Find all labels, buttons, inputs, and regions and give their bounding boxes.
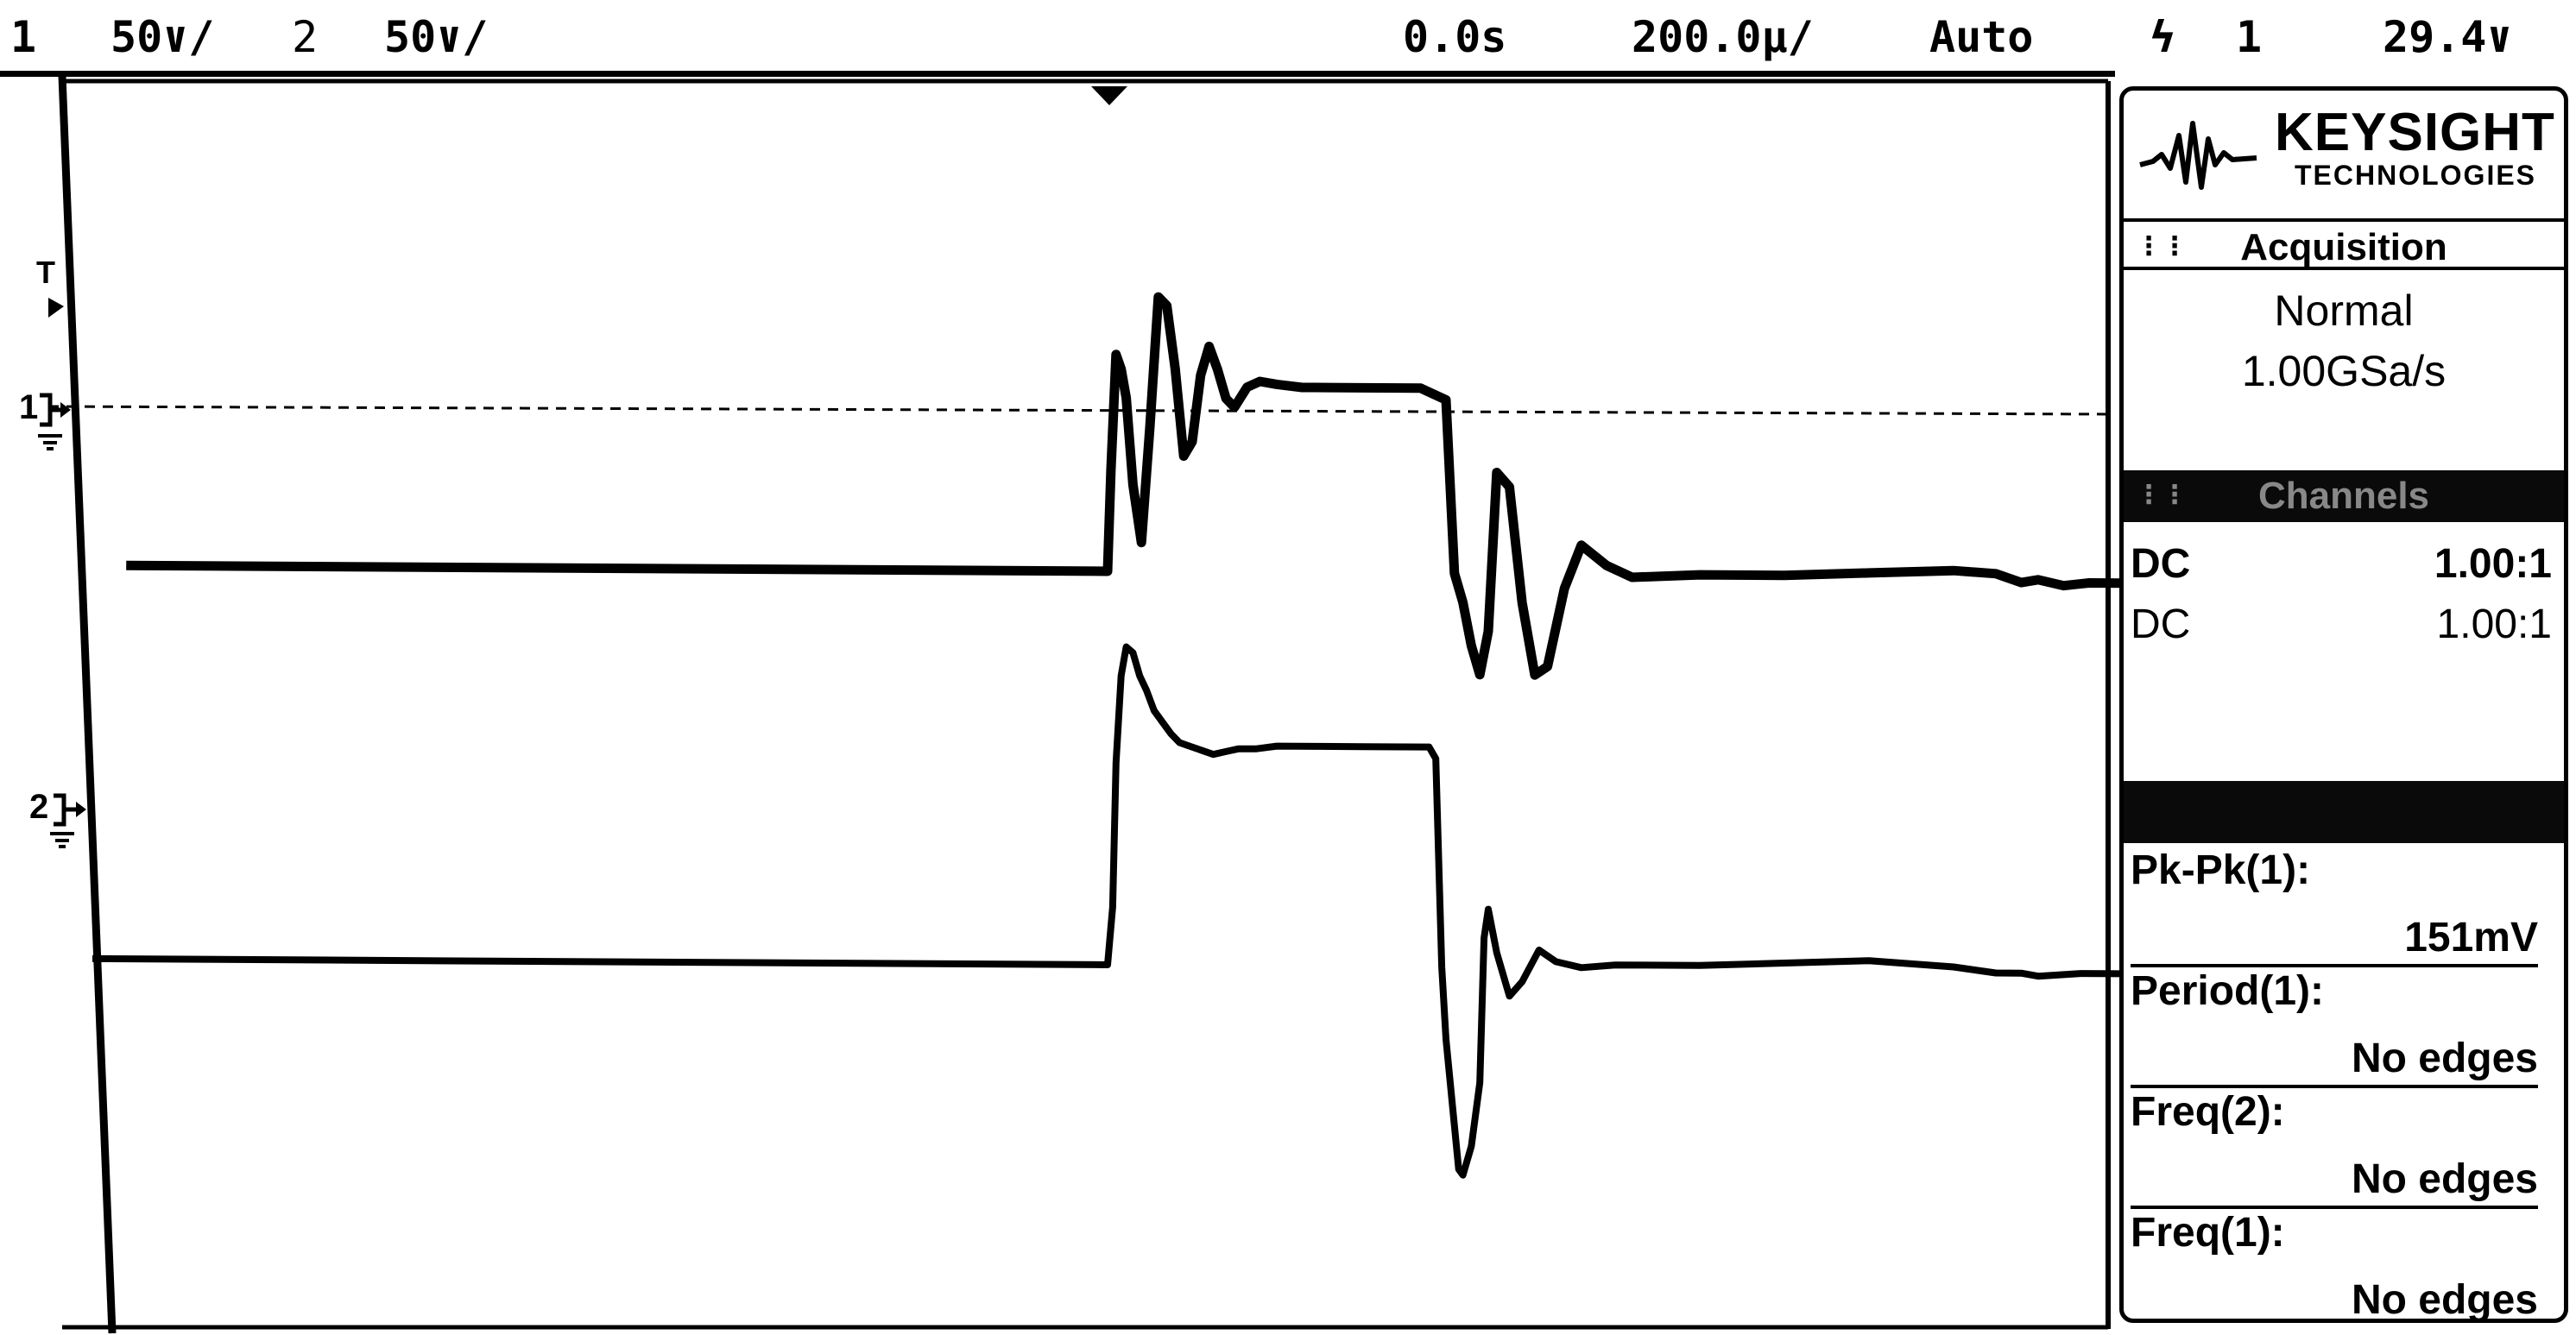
graticule-left-edge (58, 75, 117, 1334)
channels-header[interactable]: ⋮⋮ Channels (2124, 470, 2564, 522)
time-offset[interactable]: 0.0s (1403, 12, 1507, 62)
graticule-frame (58, 75, 2111, 1334)
meas-value-pkpk1: 151mV (2404, 915, 2538, 960)
ch2-waveform (92, 643, 2157, 1179)
ch1-ground-label: 1 (19, 388, 38, 426)
brand-name: KEYSIGHT (2275, 103, 2555, 162)
ch2-ground-icon (54, 793, 79, 827)
meas-value-period1: No edges (2351, 1036, 2538, 1081)
ch1-ground-arrow (60, 402, 71, 418)
sample-rate: 1.00GSa/s (2241, 347, 2447, 395)
meas-divider (2131, 964, 2538, 967)
meas-label-freq1: Freq(1): (2131, 1210, 2285, 1256)
meas-value-freq1: No edges (2351, 1277, 2538, 1323)
trigger-marker-arrow (48, 298, 64, 318)
trigger-source[interactable]: 1 (2236, 12, 2263, 62)
ch1-ground-symbol (38, 434, 62, 450)
ch1-ground-marker[interactable]: 1 (19, 388, 71, 450)
ch2-ground-label: 2 (29, 788, 48, 826)
ch2-ground-arrow (76, 802, 86, 817)
ch2-scale[interactable]: 50∨/ (384, 12, 489, 62)
meas-label-pkpk1: Pk-Pk(1): (2131, 847, 2311, 893)
trigger-level[interactable]: 29.4∨ (2383, 12, 2513, 62)
channels-title: Channels (2257, 475, 2430, 517)
brand-subtitle: TECHNOLOGIES (2295, 160, 2537, 191)
ch1-scale[interactable]: 50∨/ (110, 12, 215, 62)
ch2-coupling: DC (2131, 601, 2191, 647)
menu-grip-icon: ⋮⋮ (2136, 232, 2188, 261)
meas-divider (2131, 1206, 2538, 1209)
ch1-ground-icon (40, 393, 64, 427)
brand-logo: KEYSIGHT TECHNOLOGIES (2124, 91, 2564, 211)
time-scale[interactable]: 200.0µ/ (1632, 12, 1814, 62)
ch2-number[interactable]: 2 (292, 12, 319, 62)
measurements-header[interactable] (2124, 781, 2564, 843)
trigger-mode[interactable]: Auto (1929, 12, 2034, 62)
acquisition-mode: Normal (2274, 287, 2414, 335)
status-bar: 1 50∨/ 2 50∨/ 0.0s 200.0µ/ Auto ϟ 1 29.4… (0, 0, 2576, 77)
meas-label-period1: Period(1): (2131, 968, 2325, 1014)
acquisition-title: Acquisition (2240, 226, 2447, 268)
meas-value-freq2: No edges (2351, 1156, 2538, 1202)
trigger-slope-icon[interactable]: ϟ (2150, 12, 2176, 62)
trigger-level-marker[interactable]: T (36, 255, 64, 318)
acquisition-header[interactable]: ⋮⋮ Acquisition (2124, 218, 2564, 270)
ch1-probe-ratio: 1.00:1 (2434, 541, 2552, 587)
trigger-position-icon[interactable] (1091, 86, 1127, 105)
ch2-probe-ratio: 1.00:1 (2436, 601, 2552, 647)
ch2-ground-symbol (50, 832, 74, 848)
meas-divider (2131, 1085, 2538, 1088)
trigger-marker-label: T (36, 255, 55, 290)
side-panel: KEYSIGHT TECHNOLOGIES ⋮⋮ Acquisition Nor… (2119, 86, 2568, 1323)
meas-label-freq2: Freq(2): (2131, 1089, 2285, 1135)
top-rule (0, 71, 2115, 77)
trigger-level-line (47, 405, 2114, 416)
menu-grip-icon: ⋮⋮ (2136, 481, 2188, 509)
ch2-ground-marker[interactable]: 2 (29, 788, 86, 848)
ch1-waveform (126, 292, 2157, 680)
keysight-wave-icon (2139, 121, 2257, 190)
ch1-coupling: DC (2131, 541, 2191, 587)
ch1-number[interactable]: 1 (10, 12, 37, 62)
